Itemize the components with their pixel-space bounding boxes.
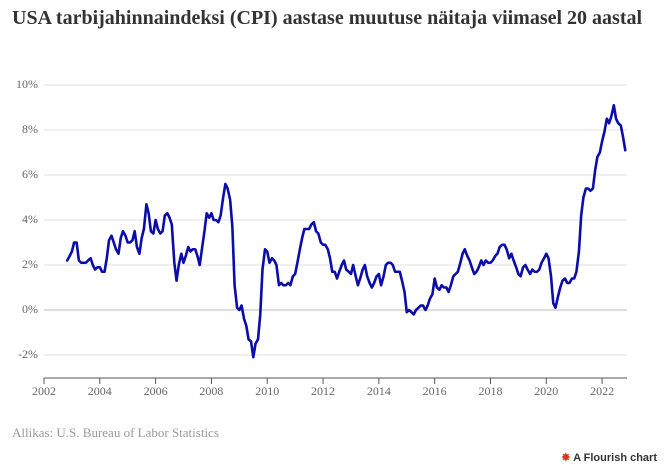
y-tick-label: 8% xyxy=(22,122,38,136)
x-tick-label: 2002 xyxy=(32,384,56,398)
y-tick-label: 2% xyxy=(22,257,38,271)
y-tick-label: 4% xyxy=(22,212,38,226)
chart-title: USA tarbijahinnaindeksi (CPI) aastase mu… xyxy=(12,7,643,29)
y-tick-label: 10% xyxy=(16,77,38,91)
x-tick-label: 2008 xyxy=(199,384,223,398)
logo: ✸ xyxy=(561,452,574,464)
cpi-line xyxy=(65,103,627,359)
y-tick-label: 6% xyxy=(22,167,38,181)
source: Allikas: U.S. Bureau of Labor Statistics xyxy=(12,425,219,440)
x-tick-label: 2004 xyxy=(88,384,112,398)
x-tick-label: 2014 xyxy=(367,384,391,398)
x-tick-label: 2022 xyxy=(590,384,614,398)
x-tick-label: 2020 xyxy=(534,384,558,398)
x-tick-label: 2012 xyxy=(311,384,335,398)
chart: -2% 0% 2% 4% 6% 8% 10% 2002 2004 2006 2008 2010 2012… xyxy=(16,77,627,398)
x-tick-label: 2006 xyxy=(144,384,168,398)
x-tick-label: 2010 xyxy=(255,384,279,398)
credit-text[interactable]: A Flourish chart xyxy=(573,452,657,464)
x-tick-label: 2018 xyxy=(478,384,502,398)
credit[interactable]: ✸ A Flourish chart xyxy=(561,451,657,464)
x-tick-label: 2016 xyxy=(423,384,447,398)
y-tick-label: 0% xyxy=(22,302,38,316)
y-tick-label: -2% xyxy=(18,347,38,361)
